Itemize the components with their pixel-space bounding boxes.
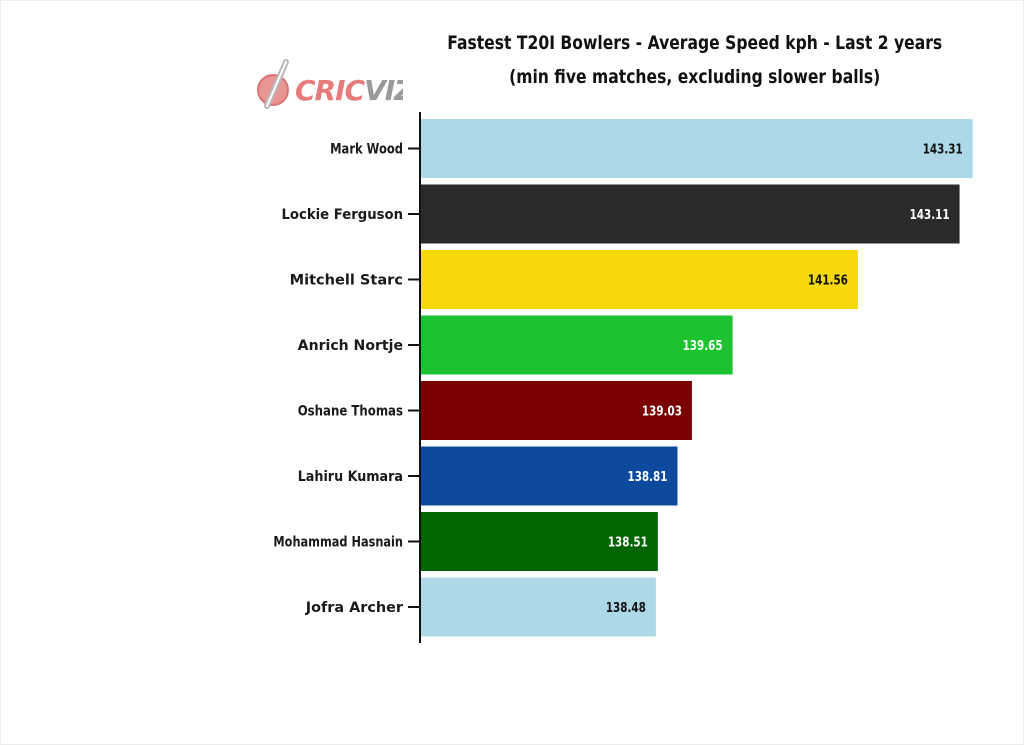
bar-0	[421, 119, 973, 178]
logo-text-cric: CRIC	[295, 74, 366, 107]
value-label-3: 139.65	[683, 339, 723, 354]
bar-5	[421, 446, 678, 506]
value-label-1: 143.11	[910, 208, 950, 223]
bar-3	[421, 315, 733, 375]
value-label-5: 138.81	[627, 470, 667, 485]
value-label-2: 141.56	[808, 274, 848, 289]
category-label-3: Anrich Nortje	[298, 338, 403, 354]
chart-title-block: Fastest T20I Bowlers - Average Speed kph…	[441, 26, 949, 94]
category-label-7: Jofra Archer	[305, 600, 403, 616]
category-label-2: Mitchell Starc	[290, 273, 403, 289]
logo-text-viz: VIZ	[364, 74, 403, 107]
value-label-7: 138.48	[606, 601, 646, 616]
cricviz-logo: CRICVIZ	[257, 59, 403, 109]
category-label-6: Mohammad Hasnain	[273, 535, 403, 551]
bars-group	[421, 119, 973, 637]
bar-6	[421, 512, 658, 571]
bar-1	[421, 184, 960, 244]
bar-7	[421, 577, 656, 637]
chart-subtitle: (min five matches, excluding slower ball…	[509, 66, 881, 88]
category-label-5: Lahiru Kumara	[298, 469, 403, 485]
chart-title: Fastest T20I Bowlers - Average Speed kph…	[447, 32, 943, 54]
value-label-0: 143.31	[923, 143, 963, 158]
value-label-4: 139.03	[642, 405, 682, 420]
ticks-group	[408, 147, 420, 608]
value-labels-group: 143.31 143.11 141.56 139.65 139.03 138.81 138.…	[606, 143, 963, 617]
value-label-6: 138.51	[608, 536, 648, 551]
svg-text:CRICVIZ: CRICVIZ	[295, 74, 403, 107]
bar-2	[421, 250, 858, 309]
category-label-4: Oshane Thomas	[298, 404, 403, 420]
category-label-1: Lockie Ferguson	[282, 207, 404, 223]
bar-4	[421, 381, 692, 440]
category-label-0: Mark Wood	[330, 142, 403, 158]
category-labels-group: Mark Wood Lockie Ferguson Mitchell Starc An…	[273, 142, 403, 617]
